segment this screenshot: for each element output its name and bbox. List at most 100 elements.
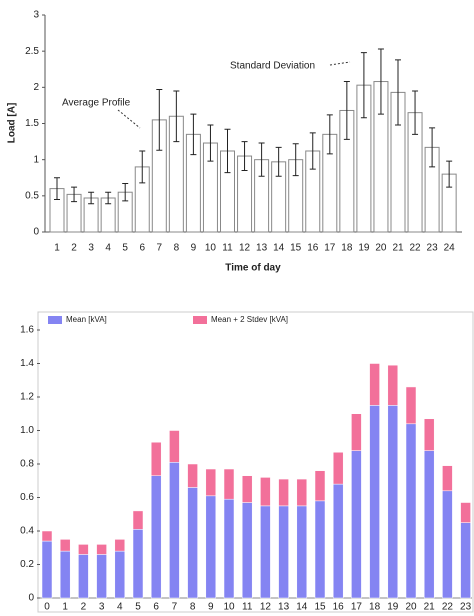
x-tick-label: 9 (208, 602, 214, 613)
bar-segment (314, 500, 326, 599)
x-tick-label: 17 (324, 243, 336, 254)
bar-segment (442, 490, 453, 599)
x-tick-label: 12 (239, 243, 251, 254)
error-bar (292, 143, 299, 177)
bar-segment (423, 418, 435, 451)
bar-segment (369, 363, 380, 406)
y-tick-label: 0.2 (20, 559, 34, 570)
y-tick-label: 1.0 (20, 425, 34, 436)
bar-segment (241, 475, 253, 503)
x-tick-label: 7 (157, 243, 163, 254)
x-tick-label: 20 (405, 602, 417, 613)
bar-segment (278, 478, 289, 507)
error-bar (139, 150, 146, 184)
bar-segment (59, 539, 71, 552)
x-tick-label: 23 (427, 243, 439, 254)
y-tick-label: 0.4 (20, 526, 34, 537)
y-tick-label: 0.6 (20, 492, 34, 503)
x-tick-label: 5 (135, 602, 141, 613)
x-tick-label: 2 (71, 243, 77, 254)
x-tick-label: 8 (190, 602, 196, 613)
x-tick-label: 20 (375, 243, 387, 254)
error-bar (156, 89, 163, 151)
error-bar (71, 186, 78, 203)
error-bar (309, 132, 316, 170)
x-tick-label: 12 (260, 602, 272, 613)
legend-swatch (193, 316, 207, 324)
y-tick-label: 2 (33, 82, 39, 93)
bar-segment (96, 554, 107, 599)
x-tick-label: 15 (290, 243, 302, 254)
x-tick-label: 6 (153, 602, 159, 613)
x-tick-label: 15 (314, 602, 326, 613)
y-tick-label: 1.6 (20, 325, 34, 336)
bar-segment (41, 540, 53, 599)
x-tick-label: 3 (99, 602, 105, 613)
error-bar (122, 183, 129, 202)
x-tick-label: 6 (139, 243, 145, 254)
x-tick-label: 7 (172, 602, 178, 613)
bar-segment (460, 522, 471, 599)
error-bar (190, 113, 197, 156)
x-tick-label: 4 (117, 602, 123, 613)
bar-segment (332, 452, 344, 485)
error-bar (343, 81, 350, 140)
error-bar (173, 90, 180, 143)
annotation-arrow (329, 61, 351, 66)
x-tick-label: 5 (122, 243, 128, 254)
bar-segment (423, 450, 435, 599)
bar-segment (114, 539, 126, 552)
bar-segment (132, 510, 144, 530)
error-bar (326, 114, 333, 155)
x-tick-label: 16 (307, 243, 319, 254)
legend-label: Mean + 2 Stdev [kVA] (211, 315, 288, 324)
error-bar (360, 52, 367, 119)
bar-segment (387, 364, 399, 406)
bar-segment (205, 468, 217, 497)
y-tick-label: 0 (33, 227, 39, 238)
x-tick-label: 3 (88, 243, 94, 254)
error-bar (88, 191, 95, 205)
bar-segment (351, 450, 362, 599)
error-bar (241, 141, 248, 172)
annotation: Standard Deviation (230, 61, 315, 72)
x-tick-label: 14 (296, 602, 308, 613)
error-bar (395, 59, 401, 126)
bar-segment (169, 430, 180, 463)
error-bar (258, 142, 265, 177)
bar-segment (260, 477, 271, 507)
bar-segment (41, 530, 53, 542)
error-bar (275, 146, 282, 177)
x-tick-label: 16 (333, 602, 345, 613)
x-tick-label: 24 (444, 243, 456, 254)
bar-segment (78, 554, 89, 599)
bar-segment (169, 462, 180, 599)
bar-segment (187, 463, 198, 488)
x-tick-label: 2 (81, 602, 87, 613)
y-tick-label: 1.5 (25, 118, 39, 129)
bar-segment (369, 405, 380, 599)
bar-segment (387, 405, 399, 599)
y-tick-label: 0 (28, 593, 34, 604)
x-tick-label: 13 (278, 602, 290, 613)
legend-label: Mean [kVA] (66, 315, 107, 324)
bar-segment (405, 423, 417, 599)
bar-segment (351, 413, 362, 451)
bar-segment (132, 529, 144, 599)
bar-segment (78, 544, 89, 555)
x-tick-label: 22 (442, 602, 454, 613)
bar-segment (150, 441, 162, 476)
annotation-arrow (117, 109, 141, 129)
bar-segment (59, 550, 71, 599)
bar-segment (332, 483, 344, 599)
x-axis-label: Time of day (225, 263, 281, 274)
legend-swatch (48, 316, 62, 324)
bar-segment (460, 502, 471, 523)
bar-segment (278, 505, 289, 599)
bar-segment (241, 502, 253, 599)
x-tick-label: 0 (44, 602, 50, 613)
x-tick-label: 17 (351, 602, 363, 613)
x-tick-label: 11 (222, 243, 233, 254)
x-tick-label: 1 (62, 602, 68, 613)
